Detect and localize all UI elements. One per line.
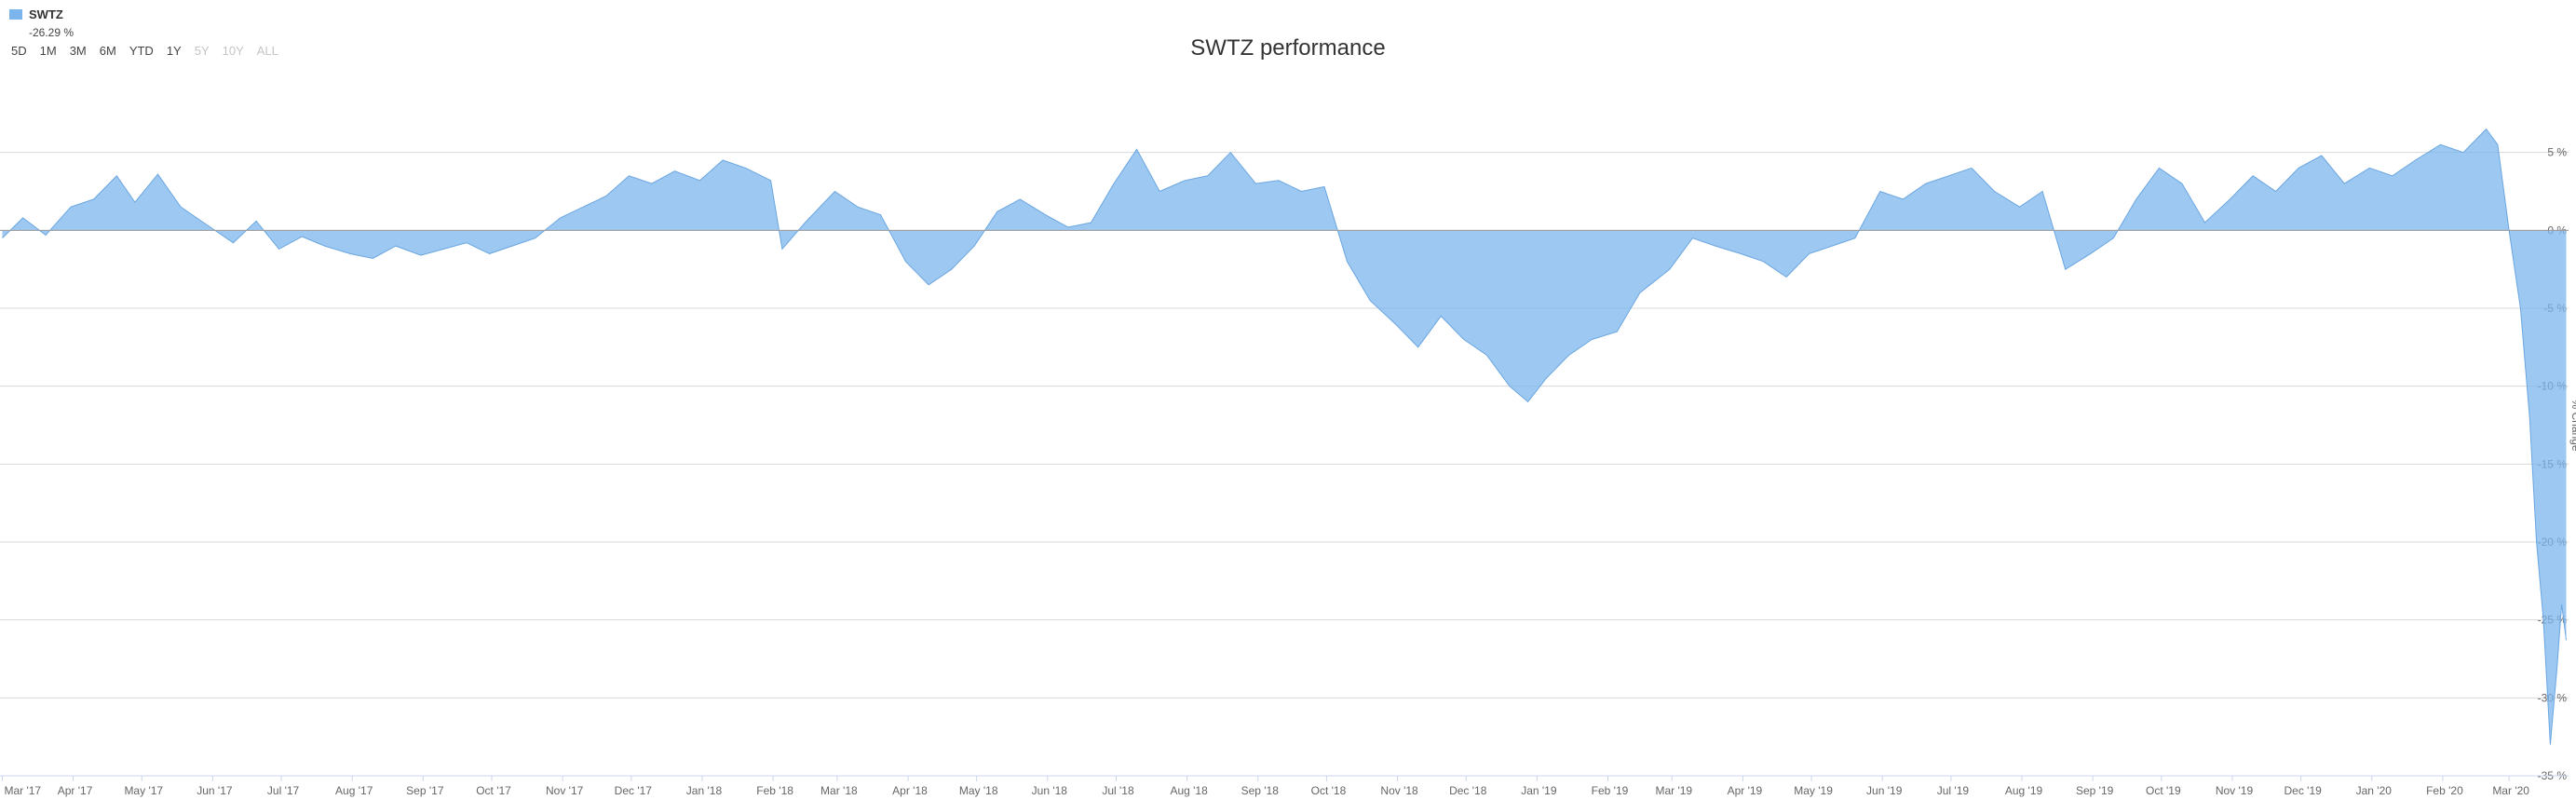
x-tick-label: Jul '19: [1937, 784, 1970, 797]
x-tick-label: Jul '18: [1102, 784, 1134, 797]
x-tick-label: Jun '18: [1032, 784, 1068, 797]
range-button-10y: 10Y: [222, 44, 244, 58]
range-button-ytd[interactable]: YTD: [129, 44, 154, 58]
range-button-5y: 5Y: [194, 44, 210, 58]
x-tick-label: Oct '17: [476, 784, 511, 797]
x-tick-label: May '18: [959, 784, 998, 797]
legend-swatch: [9, 9, 22, 20]
x-tick-label: Aug '17: [335, 784, 373, 797]
y-axis-title: % Change: [2569, 399, 2576, 451]
x-tick-label: Feb '18: [756, 784, 793, 797]
chart-title: SWTZ performance: [1190, 35, 1386, 61]
x-tick-label: Dec '18: [1449, 784, 1487, 797]
series-area: [2, 129, 2567, 745]
series-line: [2, 128, 2567, 745]
x-tick-label: Apr '17: [58, 784, 93, 797]
x-tick-label: Mar '19: [1655, 784, 1692, 797]
x-tick-label: Apr '18: [892, 784, 928, 797]
x-tick-label: Apr '19: [1728, 784, 1763, 797]
x-tick-label: Aug '18: [1170, 784, 1208, 797]
legend-series-name: SWTZ: [29, 7, 63, 21]
x-tick-label: Nov '18: [1380, 784, 1418, 797]
y-tick-label: 5 %: [2547, 146, 2567, 159]
x-tick-label: Jan '20: [2356, 784, 2393, 797]
x-tick-label: Aug '19: [2005, 784, 2043, 797]
x-tick-label: Sep '18: [1241, 784, 1280, 797]
x-tick-label: Jul '17: [267, 784, 300, 797]
x-tick-label: Jun '17: [197, 784, 233, 797]
x-tick-label: Dec '19: [2285, 784, 2323, 797]
x-tick-label: Sep '19: [2076, 784, 2114, 797]
x-tick-label: Sep '17: [406, 784, 444, 797]
x-tick-label: Jun '19: [1866, 784, 1903, 797]
x-tick-label: Oct '19: [2146, 784, 2181, 797]
x-tick-label: Oct '18: [1311, 784, 1347, 797]
range-button-6m[interactable]: 6M: [99, 44, 116, 58]
x-tick-label: Nov '19: [2216, 784, 2254, 797]
x-tick-label: Feb '20: [2426, 784, 2463, 797]
x-tick-label: Mar '20: [2492, 784, 2529, 797]
range-button-1y[interactable]: 1Y: [166, 44, 182, 58]
x-tick-label: May '17: [124, 784, 163, 797]
x-tick-label: Jan '19: [1521, 784, 1557, 797]
x-tick-label: Feb '19: [1592, 784, 1629, 797]
x-tick-label: Mar '18: [820, 784, 858, 797]
x-tick-label: Jan '18: [686, 784, 723, 797]
x-tick-label: Mar '17: [4, 784, 41, 797]
x-tick-label: Nov '17: [546, 784, 584, 797]
legend-change-value: -26.29 %: [29, 26, 75, 39]
range-selector: 5D 1M 3M 6M YTD 1Y 5Y 10Y ALL: [11, 44, 291, 58]
range-button-3m[interactable]: 3M: [69, 44, 87, 58]
range-button-1m[interactable]: 1M: [39, 44, 57, 58]
x-tick-label: May '19: [1794, 784, 1833, 797]
x-tick-label: Dec '17: [615, 784, 653, 797]
range-button-all: ALL: [256, 44, 278, 58]
range-button-5d[interactable]: 5D: [11, 44, 27, 58]
